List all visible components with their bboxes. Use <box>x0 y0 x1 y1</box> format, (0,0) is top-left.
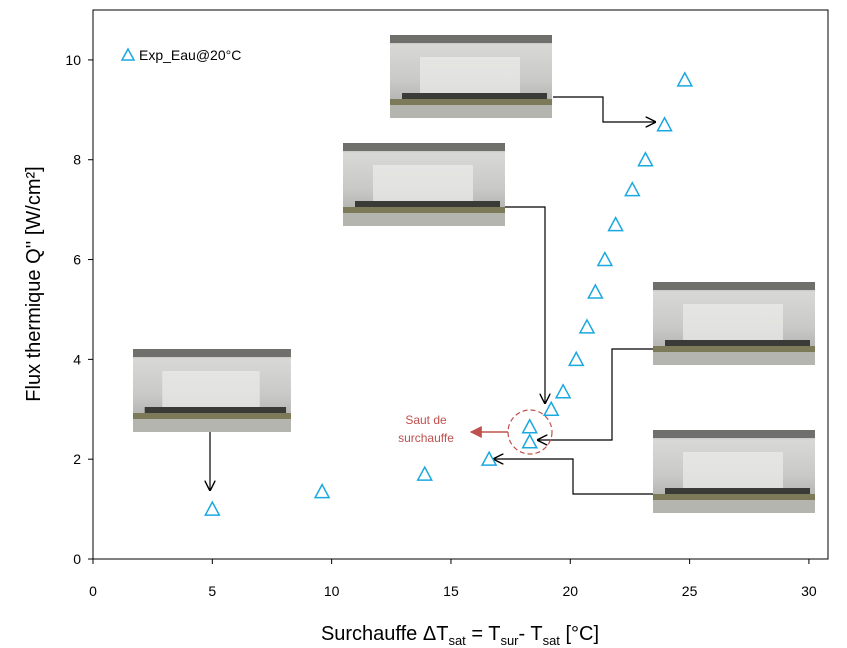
data-point <box>313 483 331 499</box>
photo <box>390 35 552 118</box>
data-point <box>587 283 604 299</box>
y-tick-label: 2 <box>73 451 81 467</box>
plot-frame <box>92 9 829 560</box>
x-tick-label: 15 <box>443 583 459 599</box>
x-tick-label: 25 <box>682 583 698 599</box>
x-label-part: Surchauffe ΔT <box>321 623 449 645</box>
x-tick-label: 30 <box>801 583 817 599</box>
legend-label: Exp_Eau@20°C <box>139 47 241 63</box>
y-tick-label: 0 <box>73 551 81 567</box>
x-label-subscript: sat <box>448 633 466 648</box>
y-tick-label: 4 <box>73 351 81 367</box>
data-point <box>676 71 694 87</box>
x-label-part: [°C] <box>560 623 599 645</box>
data-point <box>204 500 221 516</box>
legend-marker <box>120 47 136 61</box>
y-axis-label: Flux thermique Q'' [W/cm²] <box>23 166 45 401</box>
connector-arrow <box>553 96 655 122</box>
data-point <box>656 116 673 132</box>
data-point <box>637 151 654 167</box>
x-axis-label: Surchauffe ΔTsat = Tsur- Tsat [°C] <box>321 623 599 648</box>
x-tick-label: 0 <box>89 583 97 599</box>
data-point <box>596 250 614 267</box>
data-point <box>567 350 585 367</box>
x-label-subscript: sur <box>500 633 519 648</box>
plot-area <box>92 9 829 560</box>
data-point <box>624 181 641 197</box>
data-point <box>542 400 560 417</box>
data-point <box>578 318 596 334</box>
data-point <box>521 433 538 449</box>
data-point <box>521 418 538 434</box>
connector-arrow <box>538 348 653 440</box>
connector-arrow <box>505 206 545 403</box>
x-label-part: = T <box>466 623 501 645</box>
photo <box>343 143 505 226</box>
y-tick-label: 10 <box>65 52 81 68</box>
x-label-subscript: sat <box>543 633 561 648</box>
data-point <box>607 216 624 232</box>
photo <box>133 349 291 432</box>
photo <box>653 430 815 513</box>
annotation: surchauffe <box>398 431 454 445</box>
y-tick-label: 6 <box>73 252 81 268</box>
x-tick-label: 20 <box>562 583 578 599</box>
data-point <box>480 450 498 466</box>
connector-arrow <box>494 459 653 495</box>
x-tick-label: 10 <box>324 583 340 599</box>
data-point <box>554 383 572 399</box>
y-tick-label: 8 <box>73 152 81 168</box>
data-point <box>416 465 433 481</box>
photo <box>653 282 815 365</box>
x-tick-label: 5 <box>208 583 216 599</box>
annotation: Saut de <box>405 413 447 427</box>
x-label-part: - T <box>519 623 543 645</box>
